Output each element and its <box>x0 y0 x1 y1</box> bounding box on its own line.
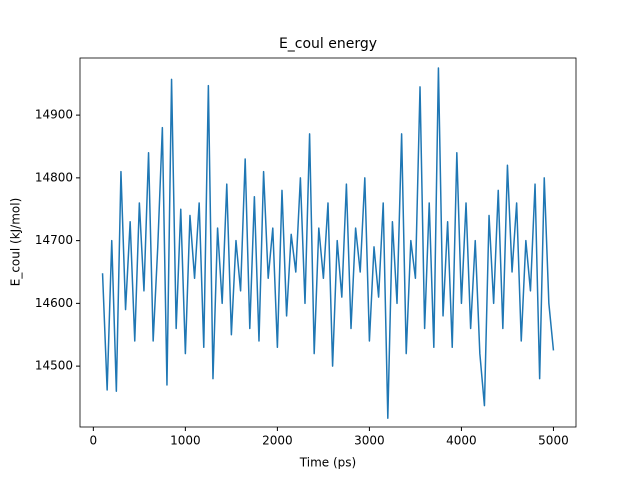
y-tick-label: 14700 <box>35 233 73 247</box>
chart-title: E_coul energy <box>279 36 377 52</box>
x-tick-label: 3000 <box>354 434 385 448</box>
x-axis-label: Time (ps) <box>299 456 356 470</box>
y-axis-label: E_coul (kJ/mol) <box>9 198 23 287</box>
x-tick-label: 0 <box>90 434 98 448</box>
x-tick-label: 1000 <box>170 434 201 448</box>
x-tick-label: 2000 <box>262 434 293 448</box>
y-tick-label: 14500 <box>35 359 73 373</box>
x-tick-label: 5000 <box>538 434 569 448</box>
y-tick-label: 14800 <box>35 170 73 184</box>
data-line <box>101 67 555 419</box>
y-tick-label: 14900 <box>35 108 73 122</box>
x-tick-label: 4000 <box>446 434 477 448</box>
plot-frame <box>79 57 577 428</box>
y-tick-label: 14600 <box>35 296 73 310</box>
